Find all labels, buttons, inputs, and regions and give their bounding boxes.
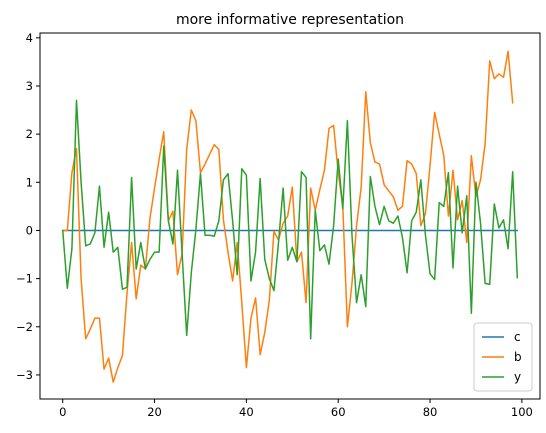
x-tick-label: 60 [331, 405, 346, 419]
plot-frame [39, 32, 541, 400]
y-axis: −3 −2 −1 0 1 2 3 4 [16, 31, 40, 382]
series-line-y [61, 99, 519, 340]
series-line-b [61, 50, 514, 383]
legend-label-b: b [514, 350, 522, 364]
legend-label-y: y [514, 370, 521, 384]
y-tick-label: −2 [16, 320, 33, 334]
plot-lines [61, 50, 519, 383]
x-axis: 0 20 40 60 80 100 [59, 399, 533, 419]
y-tick-label: 2 [26, 127, 33, 141]
y-tick-label: 4 [26, 31, 33, 45]
legend: cby [473, 322, 533, 392]
x-tick-label: 0 [59, 405, 66, 419]
chart-title: more informative representation [176, 12, 404, 28]
y-tick-label: −3 [16, 368, 33, 382]
x-tick-label: 20 [147, 405, 162, 419]
y-tick-label: 1 [26, 175, 33, 189]
y-tick-label: 0 [26, 223, 33, 237]
legend-label-c: c [514, 330, 521, 344]
x-tick-label: 40 [239, 405, 254, 419]
y-tick-label: −1 [16, 272, 33, 286]
y-tick-label: 3 [26, 79, 33, 93]
x-tick-label: 80 [423, 405, 438, 419]
x-tick-label: 100 [511, 405, 533, 419]
